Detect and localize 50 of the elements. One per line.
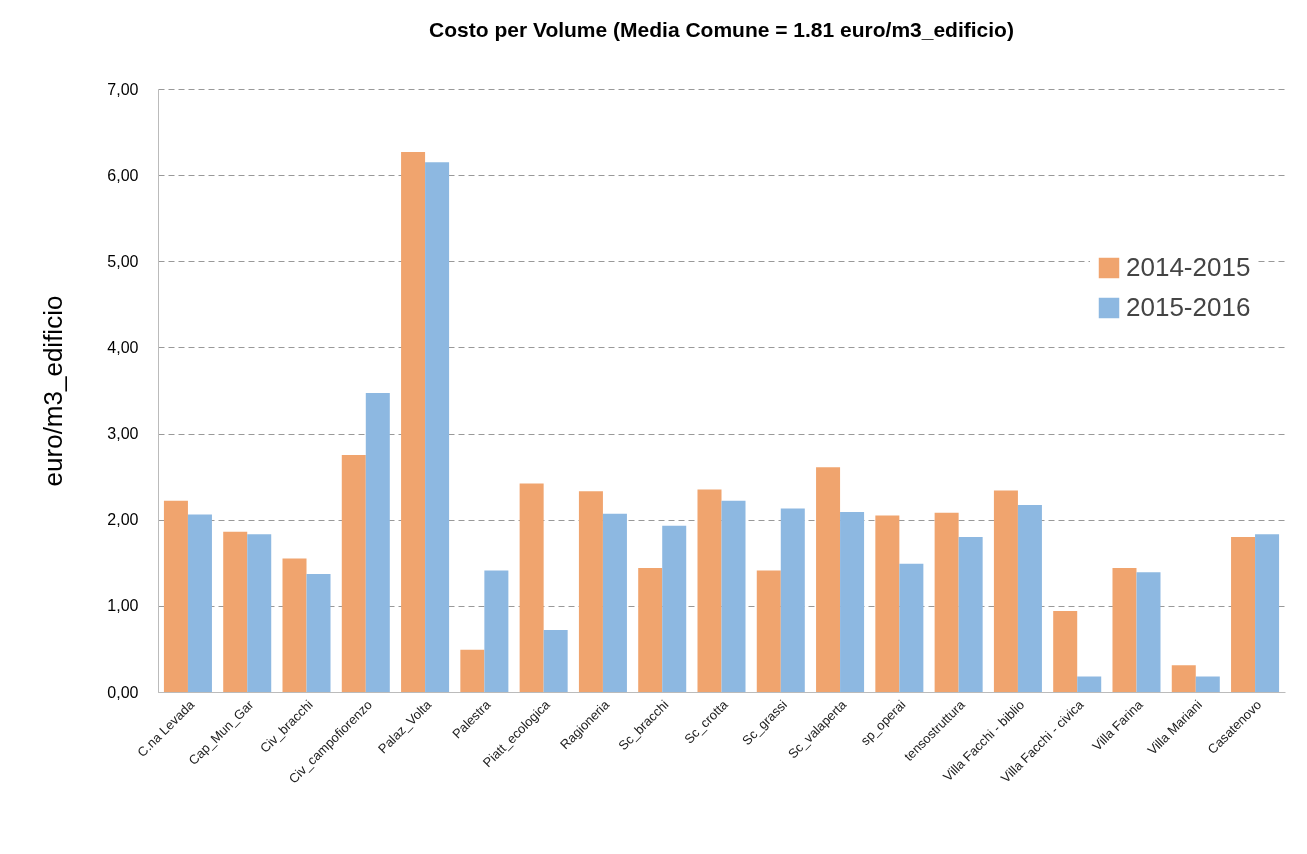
bar xyxy=(341,455,366,692)
y-tick-label: 0,00 xyxy=(107,683,139,701)
bar xyxy=(1053,611,1078,692)
y-tick-label: 4,00 xyxy=(107,338,139,356)
bar xyxy=(223,531,248,692)
y-tick-label: 5,00 xyxy=(107,252,139,270)
legend-label: 2014-2015 xyxy=(1126,252,1251,282)
bar xyxy=(1255,534,1280,692)
bar xyxy=(163,500,188,692)
bar xyxy=(578,491,603,692)
legend-label: 2015-2016 xyxy=(1126,292,1251,322)
bar xyxy=(365,393,390,692)
bar xyxy=(1112,567,1137,692)
y-tick-label: 2,00 xyxy=(107,511,139,529)
bar xyxy=(282,558,307,692)
bar xyxy=(993,490,1018,692)
bar xyxy=(638,567,663,692)
bar xyxy=(840,511,865,692)
bar xyxy=(484,570,509,692)
bar xyxy=(958,536,983,692)
bar xyxy=(187,514,212,692)
y-tick-label: 3,00 xyxy=(107,425,139,443)
y-tick-label: 7,00 xyxy=(107,80,139,98)
bar xyxy=(602,513,627,692)
bar xyxy=(247,534,272,692)
chart-title: Costo per Volume (Media Comune = 1.81 euro/m3_edificio) xyxy=(429,18,1014,41)
y-tick-label: 6,00 xyxy=(107,166,139,184)
y-axis-title: euro/m3_edificio xyxy=(38,295,69,487)
bar xyxy=(816,467,841,692)
bar xyxy=(1171,665,1196,692)
bar xyxy=(780,508,805,692)
bar xyxy=(1077,676,1102,692)
bar xyxy=(899,563,924,692)
bar xyxy=(1017,505,1042,692)
bar xyxy=(756,570,781,692)
bar xyxy=(543,629,568,692)
bar xyxy=(1195,676,1220,692)
bar xyxy=(1231,536,1256,692)
bar xyxy=(306,573,331,692)
bar xyxy=(875,515,900,692)
bar xyxy=(401,151,426,692)
bar xyxy=(662,525,687,692)
bar xyxy=(721,500,746,692)
bar xyxy=(460,649,485,692)
bar xyxy=(697,489,722,692)
bar xyxy=(425,162,450,692)
bar xyxy=(519,483,544,692)
bar xyxy=(1136,572,1161,692)
bar xyxy=(934,512,959,692)
y-tick-label: 1,00 xyxy=(107,597,139,615)
